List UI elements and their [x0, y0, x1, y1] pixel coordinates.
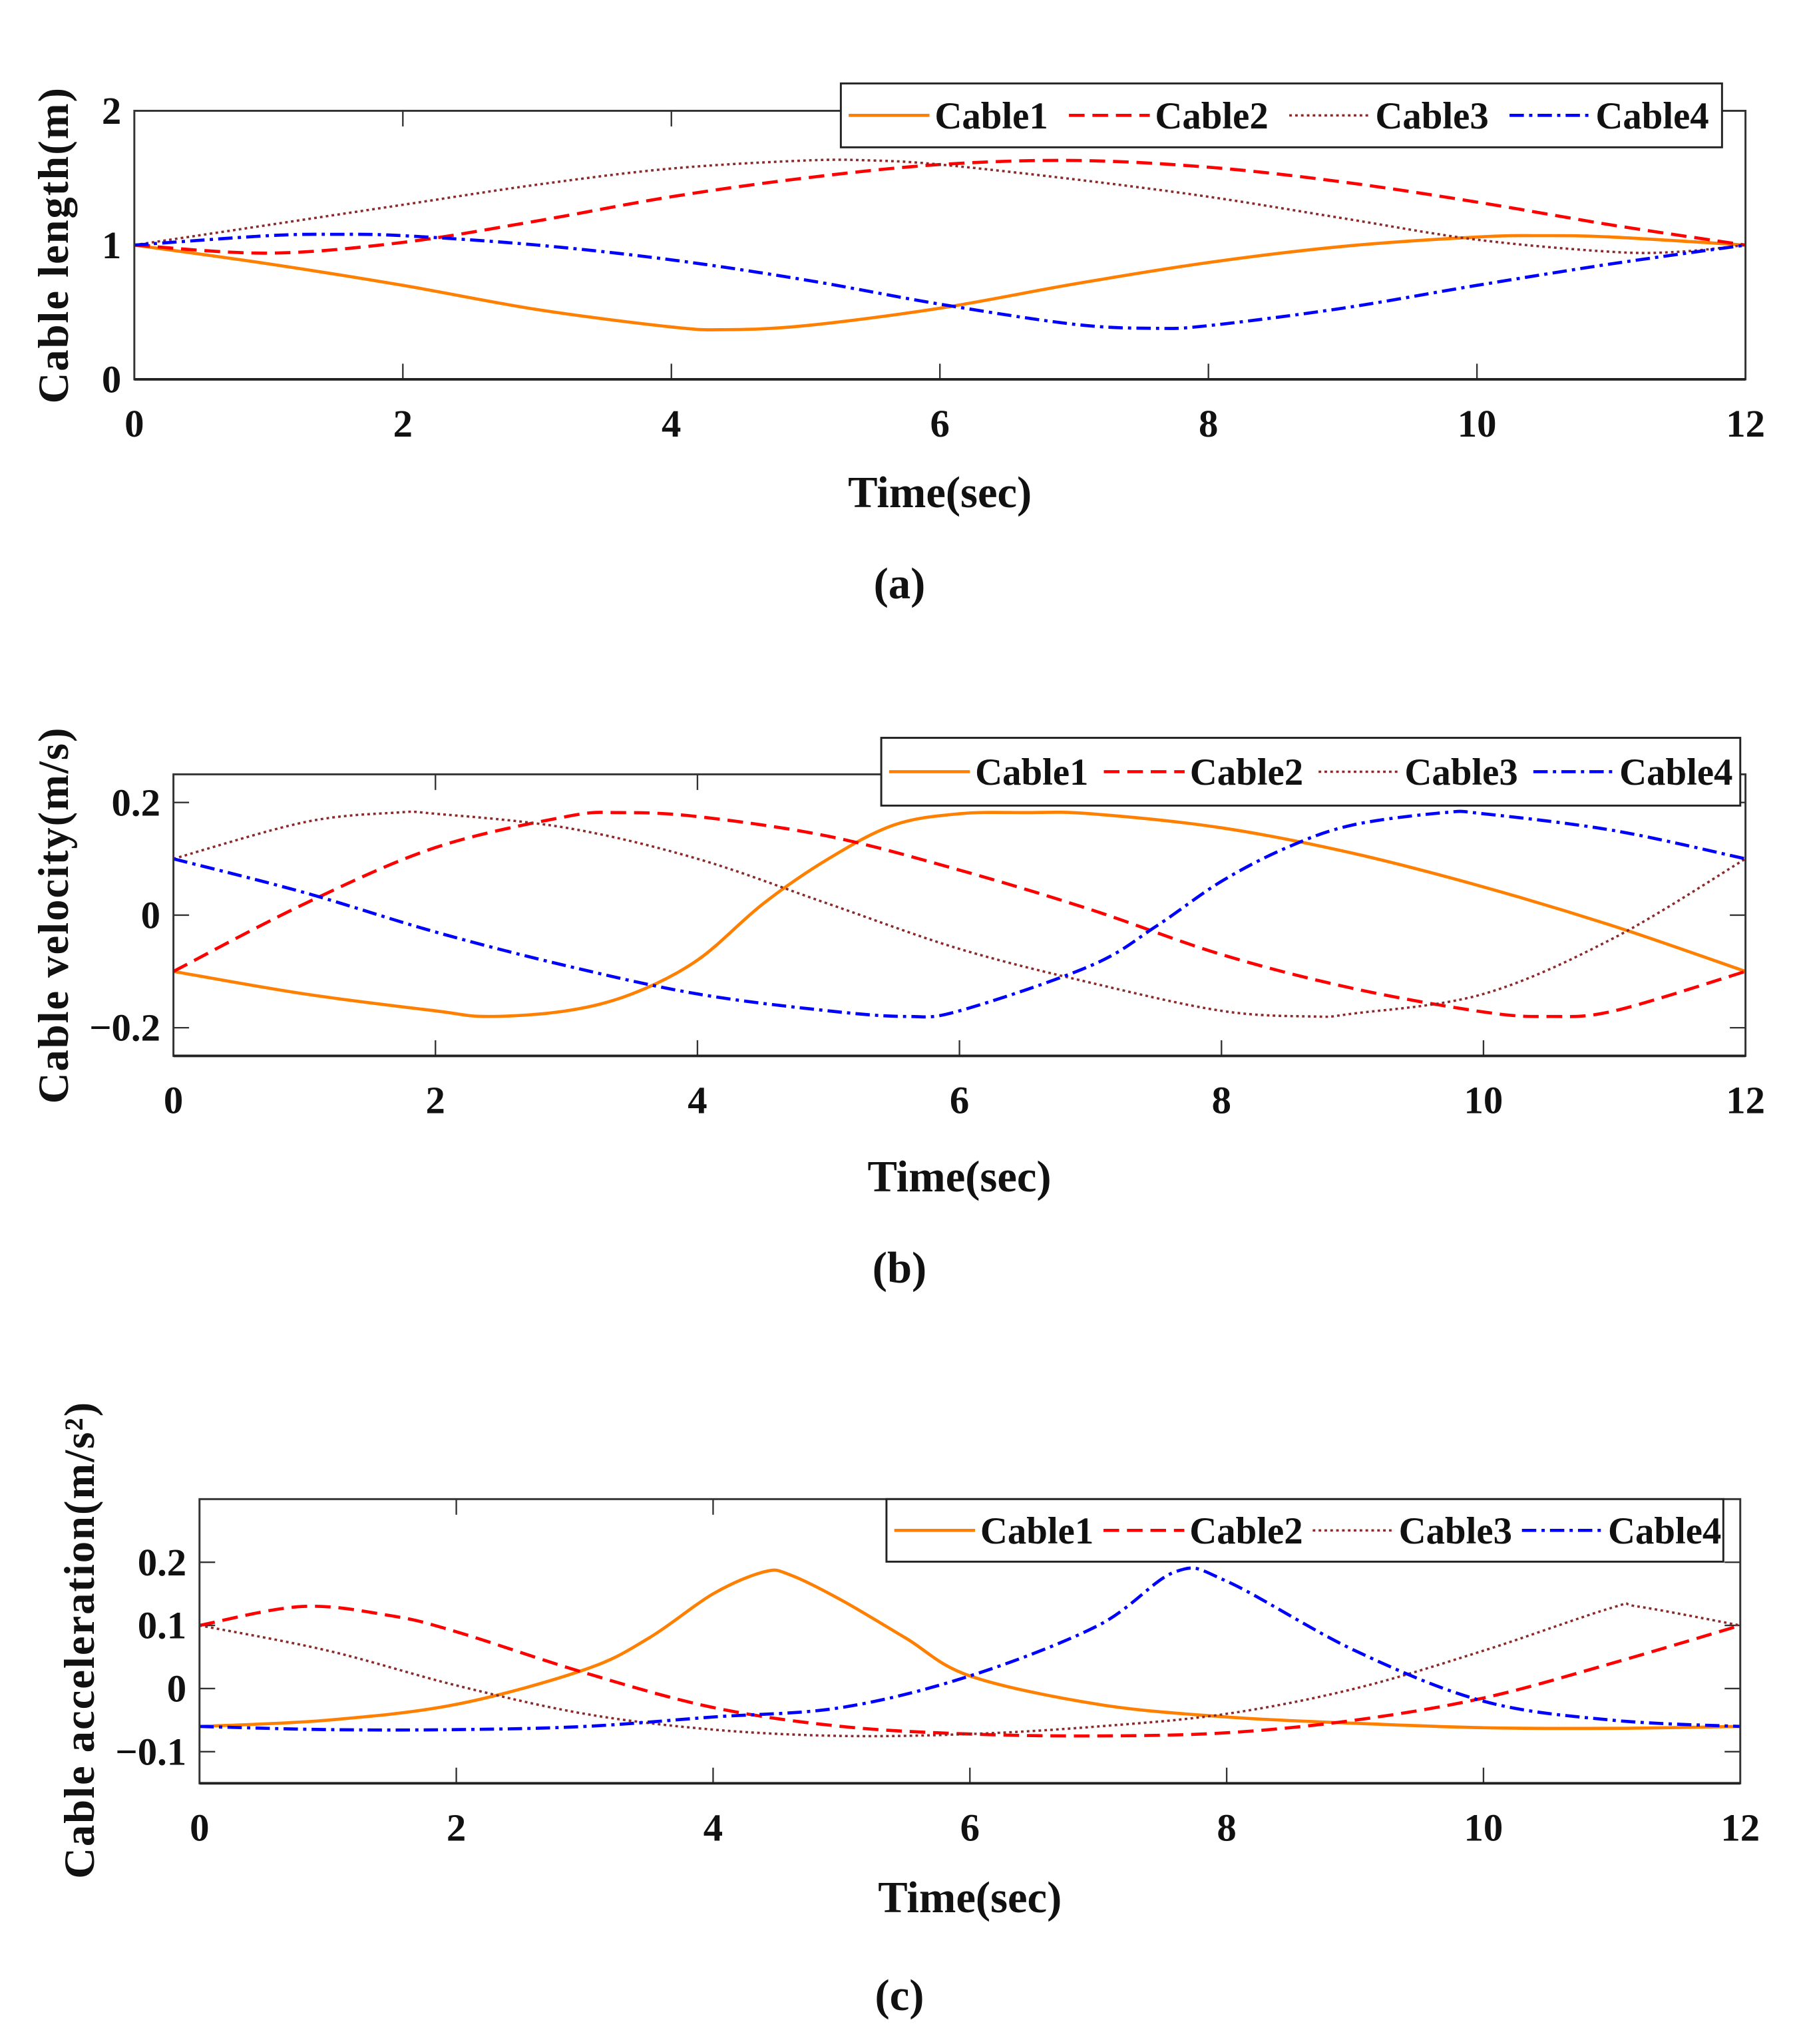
series-line-cable2: [199, 1604, 1740, 1738]
y-tick-label: 0: [167, 1667, 186, 1711]
y-tick-label: −0.1: [115, 1730, 186, 1773]
series-line-cable4: [134, 232, 1746, 330]
x-tick-label: 12: [1726, 1079, 1765, 1122]
series-line-cable3: [134, 158, 1746, 254]
legend-label-cable3: Cable3: [1375, 95, 1488, 137]
legend-label-cable1: Cable1: [934, 95, 1048, 137]
series-line-cable1: [199, 1568, 1740, 1731]
legend-label-cable4: Cable4: [1595, 95, 1708, 137]
legend-label-cable4: Cable4: [1619, 751, 1732, 793]
x-axis-label: Time(sec): [878, 1874, 1062, 1922]
x-axis-label: Time(sec): [848, 469, 1032, 517]
x-tick-label: 2: [447, 1806, 466, 1849]
x-tick-label: 4: [703, 1806, 723, 1849]
y-axis-label: Cable acceleration(m/s²): [55, 1401, 103, 1879]
x-tick-label: 8: [1199, 402, 1218, 445]
x-tick-label: 6: [950, 1079, 969, 1122]
series-line-cable3: [173, 810, 1746, 1018]
y-tick-label: 2: [102, 89, 121, 132]
x-tick-label: 10: [1464, 1079, 1503, 1122]
legend: Cable1 Cable2 Cable3 Cable4: [839, 82, 1723, 148]
series-line-cable3: [199, 1601, 1740, 1738]
x-tick-label: 12: [1720, 1806, 1760, 1849]
x-tick-label: 6: [930, 402, 950, 445]
x-tick-label: 4: [688, 1079, 707, 1122]
x-tick-label: 6: [960, 1806, 980, 1849]
series-line-cable1: [134, 234, 1746, 331]
y-axis-label: Cable velocity(m/s): [29, 727, 77, 1104]
legend-label-cable4: Cable4: [1608, 1510, 1721, 1552]
panel-caption-a: (a): [874, 560, 926, 608]
y-tick-label: 1: [102, 224, 121, 267]
series-line-cable2: [134, 158, 1746, 255]
x-tick-label: 0: [124, 402, 144, 445]
y-tick-label: −0.2: [89, 1006, 160, 1050]
series-line-cable4: [199, 1566, 1740, 1732]
series-line-cable1: [173, 810, 1746, 1018]
x-tick-label: 8: [1217, 1806, 1236, 1849]
y-tick-label: 0.2: [138, 1541, 186, 1584]
x-tick-label: 2: [426, 1079, 445, 1122]
panel-caption-b: (b): [873, 1244, 926, 1293]
legend-label-cable1: Cable1: [980, 1510, 1094, 1552]
x-tick-label: 12: [1726, 402, 1765, 445]
legend: Cable1 Cable2 Cable3 Cable4: [885, 1498, 1724, 1563]
x-tick-label: 10: [1458, 402, 1497, 445]
legend-label-cable2: Cable2: [1155, 95, 1268, 137]
y-tick-label: 0.1: [138, 1604, 186, 1647]
y-tick-label: 0: [102, 358, 121, 401]
legend: Cable1 Cable2 Cable3 Cable4: [880, 737, 1742, 807]
legend-label-cable2: Cable2: [1189, 1510, 1302, 1552]
x-tick-label: 8: [1212, 1079, 1231, 1122]
legend-label-cable1: Cable1: [975, 751, 1088, 793]
x-tick-label: 4: [662, 402, 681, 445]
y-axis-label: Cable length(m): [29, 87, 77, 403]
panel-caption-c: (c): [875, 1971, 924, 2020]
series-line-cable4: [173, 809, 1746, 1019]
legend-label-cable2: Cable2: [1190, 751, 1303, 793]
series-line-cable2: [173, 811, 1746, 1018]
x-tick-label: 0: [164, 1079, 183, 1122]
x-tick-label: 0: [190, 1806, 209, 1849]
legend-label-cable3: Cable3: [1399, 1510, 1512, 1552]
legend-label-cable3: Cable3: [1404, 751, 1517, 793]
y-tick-label: 0.2: [112, 781, 160, 824]
x-tick-label: 2: [393, 402, 413, 445]
x-tick-label: 10: [1464, 1806, 1503, 1849]
y-tick-label: 0: [141, 893, 160, 936]
x-axis-label: Time(sec): [868, 1153, 1052, 1201]
